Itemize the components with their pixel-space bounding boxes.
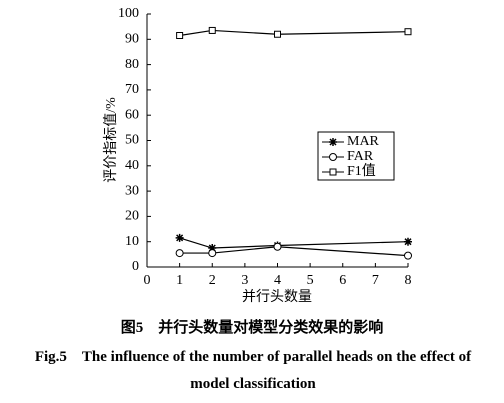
y-tick-label: 20 (125, 209, 139, 224)
series-line (179, 246, 409, 257)
marker (274, 30, 281, 38)
x-tick-label: 8 (405, 273, 412, 288)
x-tick-label: 6 (339, 273, 346, 288)
x-axis-label: 并行头数量 (242, 289, 312, 305)
marker (273, 242, 282, 251)
x-tick-label: 2 (209, 273, 216, 288)
x-tick-label: 1 (176, 273, 183, 288)
x-tick-label: 4 (274, 273, 281, 288)
marker (175, 249, 184, 258)
legend-label: MAR (347, 134, 380, 149)
y-tick-label: 90 (125, 32, 139, 47)
x-tick-label: 0 (144, 273, 151, 288)
marker (404, 28, 412, 36)
chart: 评价指标值/% 并行头数量 0 10 20 30 40 50 60 70 80 90 100 0 1 2 3… (103, 6, 412, 305)
y-tick-label: 40 (125, 158, 139, 173)
legend-label: F1值 (347, 163, 376, 179)
y-axis-label: 评价指标值/% (103, 97, 119, 183)
x-tick-label: 5 (307, 273, 314, 288)
series-line (179, 29, 409, 37)
marker (208, 244, 217, 253)
x-tick-label: 3 (241, 273, 248, 288)
y-tick-label: 60 (125, 107, 139, 122)
marker (329, 153, 337, 161)
y-tick-label: 100 (118, 6, 139, 21)
marker (329, 168, 337, 176)
caption-en: Fig.5 The influence of the number of par… (34, 349, 472, 392)
series-line (179, 237, 409, 249)
y-tick-label: 50 (125, 133, 139, 148)
marker (404, 251, 412, 260)
marker (404, 237, 412, 246)
marker (208, 26, 216, 34)
y-tick-label: 30 (125, 183, 139, 198)
marker (208, 249, 217, 258)
y-tick-label: 0 (132, 259, 139, 274)
marker (329, 138, 337, 146)
y-tick-label: 80 (125, 57, 139, 72)
x-tick-label: 7 (372, 273, 379, 288)
marker (176, 32, 184, 40)
y-tick-label: 10 (125, 234, 139, 249)
caption-cn: 图5 并行头数量对模型分类效果的影响 (120, 320, 384, 336)
marker (175, 233, 184, 242)
y-tick-label: 70 (125, 82, 139, 97)
legend-label: FAR (347, 149, 374, 164)
